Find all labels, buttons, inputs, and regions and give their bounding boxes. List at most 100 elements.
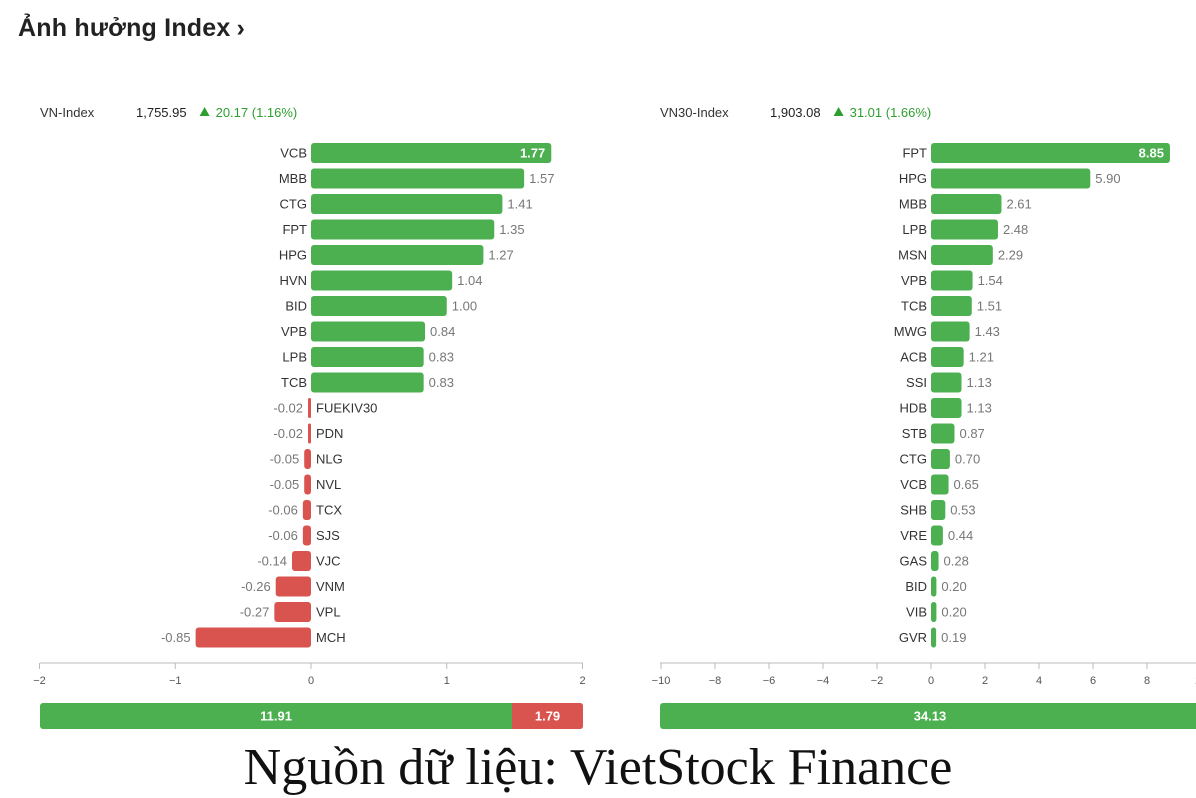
data-label: 1.27 <box>488 247 513 262</box>
data-label: -0.27 <box>240 604 270 619</box>
index-value: 1,903.08 <box>770 105 821 120</box>
category-label: HDB <box>900 400 927 415</box>
category-label: CTG <box>900 451 927 466</box>
bar <box>311 245 484 265</box>
x-tick-label: 10 <box>1195 675 1196 687</box>
data-label: 0.65 <box>954 477 979 492</box>
data-label: -0.26 <box>241 579 271 594</box>
data-label: -0.02 <box>273 400 303 415</box>
category-label: LPB <box>902 222 927 237</box>
bar <box>931 219 998 240</box>
bar <box>302 500 311 520</box>
index-change: 31.01 (1.66%) <box>850 105 932 120</box>
category-label: SHB <box>900 502 927 517</box>
bar <box>931 321 970 342</box>
data-label: 2.48 <box>1003 222 1028 237</box>
up-arrow-icon <box>199 107 210 116</box>
category-label: VRE <box>900 528 927 543</box>
bar <box>931 627 937 648</box>
category-label: SJS <box>316 528 340 543</box>
data-label: -0.06 <box>268 528 298 543</box>
x-tick-label: 2 <box>579 675 585 687</box>
bar <box>302 525 311 546</box>
bar <box>311 270 453 291</box>
category-label: MBB <box>279 171 307 186</box>
category-label: GVR <box>899 630 927 645</box>
bar <box>311 194 503 214</box>
x-tick-label: −2 <box>33 675 46 687</box>
x-tick-label: 6 <box>1090 675 1096 687</box>
bar <box>931 551 939 571</box>
summary-positive-label: 34.13 <box>914 708 947 723</box>
bar <box>308 398 311 418</box>
bar <box>931 500 946 520</box>
data-label: -0.14 <box>257 553 287 568</box>
data-label: 2.61 <box>1006 196 1031 211</box>
data-label: 1.54 <box>978 273 1003 288</box>
x-tick-label: 0 <box>308 675 314 687</box>
bar <box>931 398 962 418</box>
bar <box>931 449 950 469</box>
summary-positive-label: 11.91 <box>260 708 292 723</box>
bar <box>304 474 311 495</box>
category-label: VPB <box>281 324 307 339</box>
category-label: FPT <box>282 222 307 237</box>
bar <box>931 423 955 444</box>
category-label: MSN <box>898 247 927 262</box>
category-label: CTG <box>280 196 307 211</box>
category-label: VIB <box>906 604 927 619</box>
data-label: -0.85 <box>161 630 191 645</box>
category-label: FPT <box>902 145 927 160</box>
data-label: 0.83 <box>429 375 454 390</box>
data-label: 2.29 <box>998 247 1023 262</box>
category-label: NLG <box>316 451 343 466</box>
data-label: 1.51 <box>977 298 1002 313</box>
category-label: VCB <box>280 145 307 160</box>
category-label: TCB <box>901 298 927 313</box>
category-label: SSI <box>906 375 927 390</box>
bar <box>304 449 311 469</box>
bar <box>275 576 311 597</box>
index-name: VN-Index <box>40 105 95 120</box>
bar <box>311 296 447 316</box>
summary-bar-track <box>40 703 583 729</box>
category-label: VPL <box>316 604 341 619</box>
chevron-right-icon: › <box>236 14 246 42</box>
bar <box>931 296 972 316</box>
index-value: 1,755.95 <box>136 105 187 120</box>
data-label: -0.05 <box>270 451 300 466</box>
bar <box>311 168 525 189</box>
bar <box>931 474 949 495</box>
x-tick-label: −4 <box>817 675 830 687</box>
category-label: STB <box>902 426 927 441</box>
x-tick-label: −10 <box>652 675 671 687</box>
section-title[interactable]: Ảnh hưởng Index › <box>18 14 245 43</box>
bar <box>931 602 937 622</box>
category-label: LPB <box>282 349 307 364</box>
data-label: 0.20 <box>941 579 966 594</box>
category-label: BID <box>285 298 307 313</box>
data-label: 0.87 <box>959 426 984 441</box>
x-tick-label: 2 <box>982 675 988 687</box>
x-tick-label: −6 <box>763 675 776 687</box>
summary-bar-track <box>660 703 1196 729</box>
up-arrow-icon <box>833 107 844 116</box>
x-tick-label: −8 <box>709 675 722 687</box>
index-name: VN30-Index <box>660 105 729 120</box>
category-label: HPG <box>279 247 307 262</box>
bar <box>931 347 964 367</box>
section-title-text: Ảnh hưởng Index <box>18 14 231 42</box>
data-label: 0.44 <box>948 528 973 543</box>
bar <box>291 551 311 571</box>
data-label: -0.02 <box>273 426 303 441</box>
bar <box>931 576 937 597</box>
category-label: FUEKIV30 <box>316 400 377 415</box>
category-label: HVN <box>280 273 307 288</box>
category-label: PDN <box>316 426 343 441</box>
data-label: 0.20 <box>941 604 966 619</box>
category-label: MBB <box>899 196 927 211</box>
summary-bar-negative <box>512 703 583 729</box>
category-label: HPG <box>899 171 927 186</box>
data-label: 1.35 <box>499 222 524 237</box>
